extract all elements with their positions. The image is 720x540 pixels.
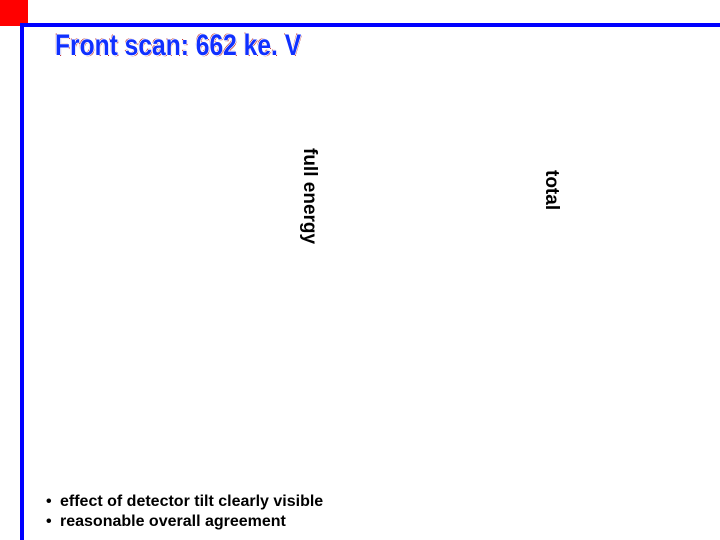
bullet-text: effect of detector tilt clearly visible (60, 492, 323, 512)
bullet-dot-icon: • (46, 512, 60, 532)
bullet-dot-icon: • (46, 492, 60, 512)
bullet-text: reasonable overall agreement (60, 512, 286, 532)
bullet-list: • effect of detector tilt clearly visibl… (46, 492, 323, 532)
rule-vertical (20, 23, 24, 540)
bullet-item: • effect of detector tilt clearly visibl… (46, 492, 323, 512)
slide-title: Front scan: 662 ke. V (55, 29, 301, 63)
rule-horizontal (20, 23, 720, 27)
label-total: total (540, 170, 562, 210)
label-full-energy: full energy (298, 148, 320, 244)
bullet-item: • reasonable overall agreement (46, 512, 323, 532)
slide: Front scan: 662 ke. V full energy total … (0, 0, 720, 540)
